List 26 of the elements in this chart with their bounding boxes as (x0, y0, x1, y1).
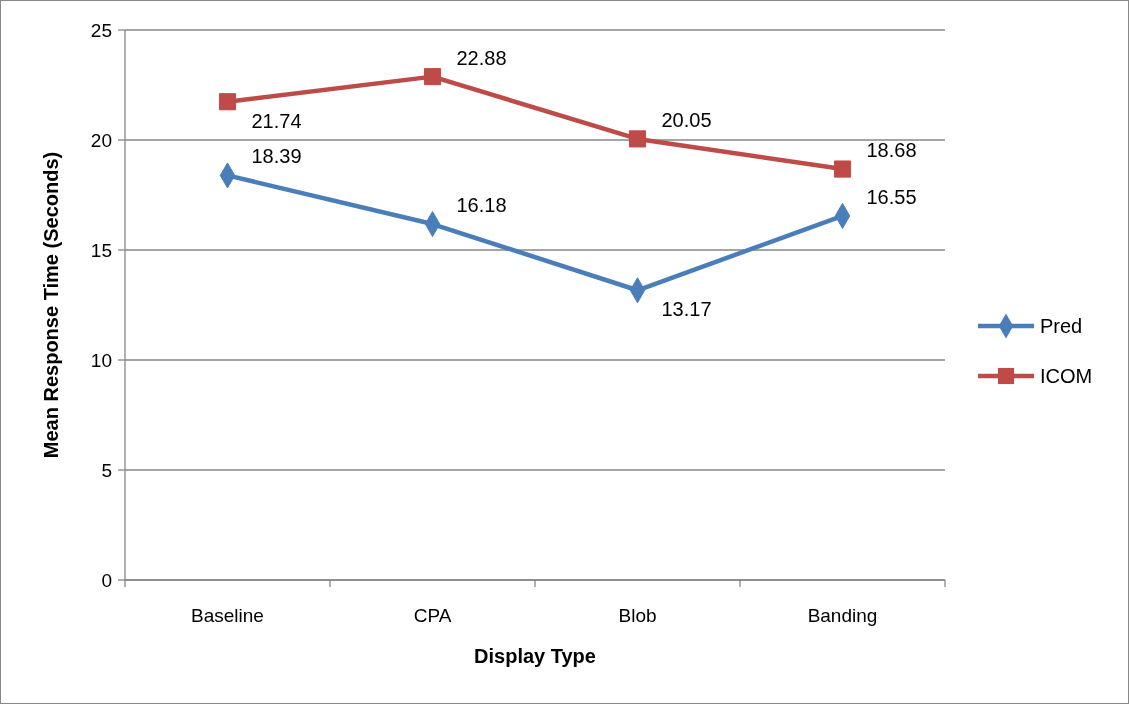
point (218, 93, 237, 111)
data-label: 16.18 (456, 194, 507, 217)
data-label: 22.88 (456, 46, 507, 69)
x-tick-label: CPA (413, 605, 452, 626)
data-label: 18.39 (251, 145, 302, 168)
data-label: 20.05 (661, 108, 712, 131)
y-axis-title: Mean Response Time (Seconds) (40, 151, 62, 459)
y-tick-label: 5 (101, 459, 112, 481)
x-tick-label: Baseline (191, 605, 264, 626)
x-tick-label: Blob (618, 605, 657, 626)
point (628, 130, 647, 148)
point (833, 160, 852, 178)
x-axis-title: Display Type (474, 645, 596, 667)
point (423, 68, 442, 86)
legend-label: Pred (1040, 315, 1083, 337)
data-label: 18.68 (866, 139, 917, 162)
y-tick-label: 0 (101, 569, 112, 591)
y-tick-label: 15 (90, 239, 112, 261)
data-label: 21.74 (251, 109, 302, 132)
y-tick-label: 10 (90, 349, 112, 371)
data-label: 16.55 (866, 185, 917, 208)
legend-label: ICOM (1040, 365, 1093, 387)
y-tick-label: 25 (90, 19, 112, 41)
x-tick-label: Banding (807, 605, 878, 626)
y-tick-label: 20 (90, 129, 112, 151)
data-label: 13.17 (661, 298, 712, 321)
